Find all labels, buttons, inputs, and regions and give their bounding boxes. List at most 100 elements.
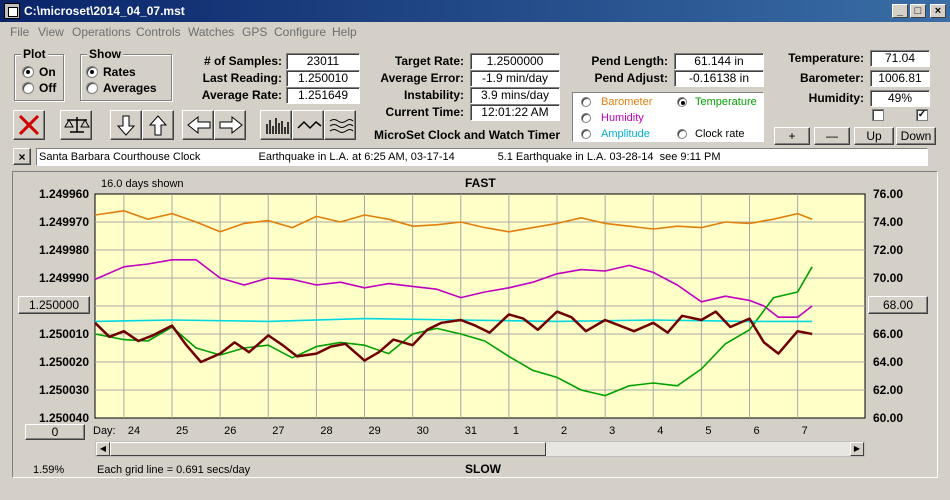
x-tick-label: 28	[320, 425, 332, 437]
move-up-button[interactable]	[142, 110, 174, 140]
menu-watches[interactable]: Watches	[188, 25, 235, 39]
target-rate-field[interactable]: 1.2500000	[470, 53, 560, 70]
x-tick-label: 4	[657, 425, 663, 437]
plot-off-radio[interactable]	[22, 82, 34, 94]
app-icon	[4, 3, 20, 19]
left-bottom-button[interactable]: 0	[25, 424, 85, 440]
close-window-button[interactable]: ×	[930, 4, 946, 18]
plot-group-title: Plot	[21, 47, 48, 61]
menu-view[interactable]: View	[38, 25, 64, 39]
notes-input[interactable]: Santa Barbara Courthouse Clock Earthquak…	[36, 148, 928, 166]
multi-wave-button[interactable]	[324, 110, 356, 140]
y-left-tick: 1.250010	[39, 327, 89, 341]
window-title: C:\microset\2014_04_07.mst	[24, 4, 185, 18]
percent-label: 1.59%	[33, 464, 64, 476]
pend-length-label: Pend Length:	[591, 54, 668, 68]
y-right-tick: 74.00	[873, 215, 903, 229]
minimize-button[interactable]: _	[892, 4, 908, 18]
histogram-button[interactable]	[260, 110, 292, 140]
x-tick-label: 31	[465, 425, 477, 437]
balance-scale-icon	[64, 117, 90, 133]
checkbox-left[interactable]	[872, 109, 884, 121]
line-view-button[interactable]	[292, 110, 324, 140]
grid-note: Each grid line = 0.691 secs/day	[97, 464, 251, 476]
left-scale-button[interactable]: 1.250000	[18, 296, 90, 314]
sensor-amplitude-label: Amplitude	[601, 128, 650, 140]
x-tick-label: 25	[176, 425, 188, 437]
sensor-humidity-label: Humidity	[601, 112, 644, 124]
arrow-down-icon	[116, 115, 136, 136]
menu-help[interactable]: Help	[332, 25, 357, 39]
stop-button[interactable]	[13, 110, 45, 140]
y-left-tick: 1.249970	[39, 215, 89, 229]
series-barometer	[94, 209, 813, 233]
last-reading-label: Last Reading:	[202, 71, 282, 85]
right-scale-button[interactable]: 68.00	[868, 296, 928, 314]
plot-on-radio[interactable]	[22, 66, 34, 78]
sensor-clock-rate-radio[interactable]	[677, 129, 687, 139]
series-humidity	[94, 259, 813, 318]
x-tick-label: 3	[609, 425, 615, 437]
sensor-temperature-radio[interactable]	[677, 97, 687, 107]
series-temperature	[94, 266, 813, 397]
sensor-temperature-label: Temperature	[695, 96, 757, 108]
line-wave-icon	[297, 120, 322, 130]
scale-plus-button[interactable]: +	[774, 127, 810, 145]
x-tick-label: 1	[513, 425, 519, 437]
sensor-clock-rate-label: Clock rate	[695, 128, 745, 140]
plot-group: Plot On Off	[14, 47, 64, 101]
scrollbar-thumb[interactable]	[110, 442, 546, 456]
show-averages-label: Averages	[103, 81, 157, 95]
scale-minus-button[interactable]: —	[814, 127, 850, 145]
move-right-button[interactable]	[214, 110, 246, 140]
show-averages-radio[interactable]	[86, 82, 98, 94]
menu-controls[interactable]: Controls	[136, 25, 181, 39]
x-tick-label: 7	[802, 425, 808, 437]
pend-length-field[interactable]: 61.144 in	[674, 53, 764, 70]
close-icon	[18, 114, 40, 136]
sensor-barometer-label: Barometer	[601, 96, 653, 108]
move-left-button[interactable]	[182, 110, 214, 140]
x-tick-label: 2	[561, 425, 567, 437]
days-shown-label: 16.0 days shown	[101, 178, 184, 190]
move-down-button[interactable]	[110, 110, 142, 140]
humidity-label: Humidity:	[808, 91, 864, 105]
temperature-label: Temperature:	[788, 51, 864, 65]
scale-down-button[interactable]: Down	[896, 127, 936, 145]
sensor-humidity-radio[interactable]	[581, 113, 591, 123]
menu-file[interactable]: File	[10, 25, 30, 39]
instability-field: 3.9 mins/day	[470, 87, 560, 104]
fast-label: FAST	[465, 176, 496, 190]
series-clock-rate	[94, 310, 813, 364]
rate-chart: 1.249960 1.249970 1.249980 1.249990 1.250010…	[33, 176, 903, 476]
sensor-barometer-radio[interactable]	[581, 97, 591, 107]
arrow-left-icon	[187, 115, 211, 135]
x-tick-label: 24	[128, 425, 140, 437]
menu-operations[interactable]: Operations	[72, 25, 131, 39]
y-left-tick: 1.250030	[39, 383, 89, 397]
sensor-selector: Barometer Temperature Humidity Amplitude…	[572, 92, 764, 142]
maximize-button[interactable]: □	[910, 4, 926, 18]
menu-configure[interactable]: Configure	[274, 25, 327, 39]
barometer-label: Barometer:	[799, 71, 864, 85]
humidity-field: 49%	[870, 90, 930, 107]
scroll-right-icon[interactable]: ▶	[850, 442, 864, 456]
checkbox-right[interactable]: ✓	[916, 109, 928, 121]
pend-adjust-label: Pend Adjust:	[594, 71, 668, 85]
multi-wave-icon	[329, 119, 354, 133]
sensor-amplitude-radio[interactable]	[581, 129, 591, 139]
scale-up-button[interactable]: Up	[854, 127, 894, 145]
show-rates-radio[interactable]	[86, 66, 98, 78]
show-group-title: Show	[87, 47, 123, 61]
menu-gps[interactable]: GPS	[242, 25, 268, 39]
y-right-tick: 64.00	[873, 355, 903, 369]
close-notes-button[interactable]: ×	[13, 148, 31, 165]
slow-label: SLOW	[465, 462, 502, 476]
x-tick-label: 30	[417, 425, 429, 437]
y-right-tick: 60.00	[873, 411, 903, 425]
plot-on-label: On	[39, 65, 56, 79]
x-tick-label: 29	[369, 425, 381, 437]
scroll-left-icon[interactable]: ◀	[96, 442, 110, 456]
calibrate-button[interactable]	[60, 110, 92, 140]
time-scrollbar[interactable]: ◀ ▶	[95, 441, 865, 457]
